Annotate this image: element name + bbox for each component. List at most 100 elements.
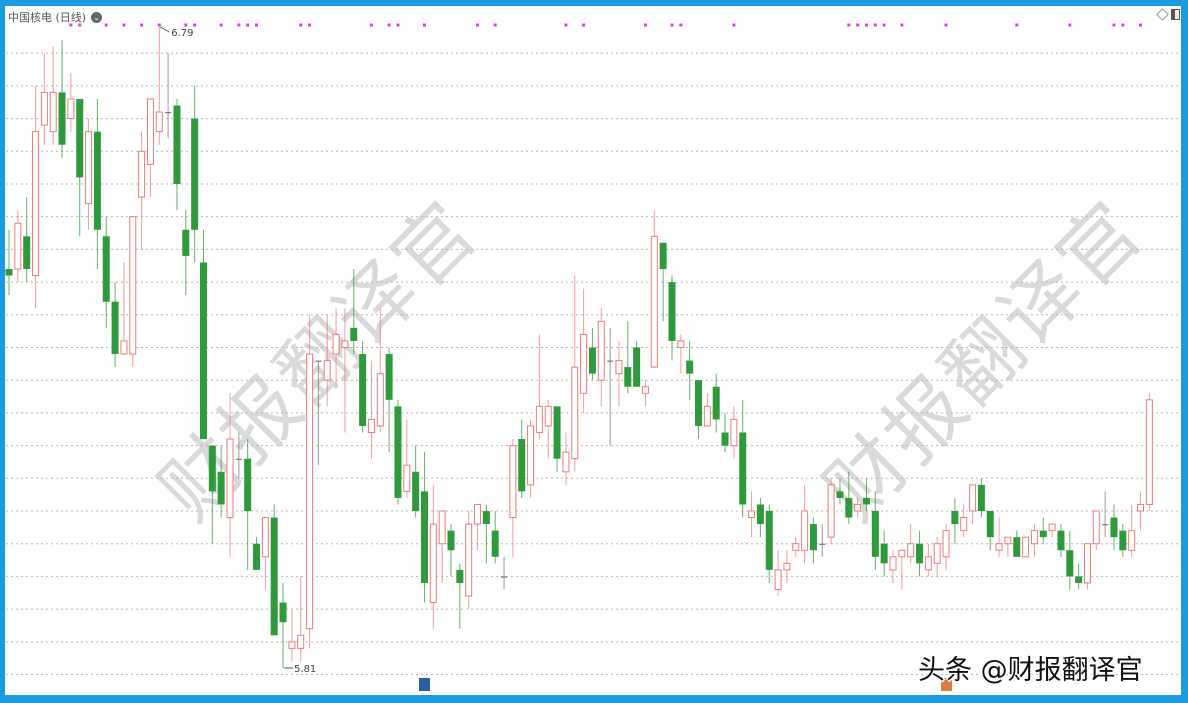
- candle[interactable]: [1013, 530, 1021, 557]
- candle[interactable]: [703, 393, 711, 427]
- candle[interactable]: [385, 347, 393, 453]
- candle[interactable]: [146, 98, 154, 198]
- candle[interactable]: [1057, 524, 1065, 557]
- candle[interactable]: [32, 85, 40, 309]
- candle[interactable]: [111, 282, 119, 368]
- candle[interactable]: [641, 380, 649, 407]
- candle[interactable]: [165, 53, 172, 139]
- candle[interactable]: [67, 72, 75, 132]
- candle[interactable]: [235, 432, 242, 479]
- candle[interactable]: [412, 445, 420, 518]
- event-badge-icon[interactable]: [419, 678, 431, 691]
- candle[interactable]: [1030, 524, 1038, 557]
- candle[interactable]: [809, 517, 817, 564]
- candle[interactable]: [1066, 530, 1074, 590]
- candle[interactable]: [1083, 543, 1091, 590]
- candle[interactable]: [14, 210, 22, 283]
- candle[interactable]: [774, 550, 782, 597]
- panel-toggle-icon[interactable]: [1171, 9, 1180, 20]
- candle[interactable]: [588, 327, 596, 381]
- candle[interactable]: [801, 484, 809, 564]
- candle[interactable]: [518, 419, 526, 498]
- candle[interactable]: [1048, 523, 1056, 538]
- candle[interactable]: [1119, 524, 1127, 557]
- candle[interactable]: [748, 491, 756, 538]
- chevron-down-icon[interactable]: ⌄: [91, 11, 103, 23]
- candle[interactable]: [288, 609, 296, 662]
- candle[interactable]: [1110, 504, 1118, 551]
- candle[interactable]: [350, 269, 358, 355]
- candle[interactable]: [597, 308, 605, 407]
- candle[interactable]: [615, 340, 623, 407]
- candle[interactable]: [845, 471, 853, 525]
- candle[interactable]: [93, 98, 101, 270]
- candle[interactable]: [650, 210, 658, 368]
- candle[interactable]: [226, 393, 234, 557]
- candle[interactable]: [253, 537, 261, 570]
- candle[interactable]: [889, 550, 897, 583]
- candle[interactable]: [986, 511, 994, 551]
- candle[interactable]: [695, 380, 703, 440]
- candle[interactable]: [429, 484, 437, 629]
- candle[interactable]: [58, 40, 66, 158]
- candle[interactable]: [403, 419, 411, 498]
- candle[interactable]: [898, 549, 906, 590]
- candle[interactable]: [819, 524, 826, 557]
- candle[interactable]: [712, 373, 720, 433]
- candle[interactable]: [756, 497, 764, 538]
- candle[interactable]: [1075, 563, 1083, 590]
- candle[interactable]: [792, 537, 800, 557]
- candle[interactable]: [261, 517, 269, 590]
- candle[interactable]: [279, 582, 287, 668]
- candle[interactable]: [501, 556, 508, 590]
- candle[interactable]: [447, 524, 455, 577]
- candle[interactable]: [85, 118, 93, 230]
- candle[interactable]: [783, 550, 791, 583]
- candle[interactable]: [1128, 504, 1136, 557]
- candle[interactable]: [120, 262, 128, 355]
- candle[interactable]: [306, 314, 314, 649]
- candle[interactable]: [474, 503, 482, 551]
- candle[interactable]: [995, 517, 1003, 557]
- candle[interactable]: [208, 445, 216, 544]
- candle[interactable]: [960, 504, 968, 538]
- candle[interactable]: [580, 288, 588, 413]
- candle[interactable]: [553, 406, 561, 472]
- diamond-icon[interactable]: [1156, 8, 1169, 21]
- candle[interactable]: [765, 504, 773, 583]
- candle[interactable]: [315, 360, 322, 466]
- candle[interactable]: [5, 229, 13, 296]
- candle[interactable]: [420, 452, 428, 603]
- candle[interactable]: [924, 543, 932, 577]
- candle[interactable]: [969, 484, 977, 525]
- candle[interactable]: [341, 308, 349, 433]
- candle[interactable]: [862, 478, 870, 512]
- candle[interactable]: [138, 131, 146, 250]
- candle[interactable]: [323, 314, 331, 407]
- candle[interactable]: [438, 510, 446, 583]
- candle[interactable]: [1022, 536, 1030, 558]
- candle[interactable]: [624, 321, 632, 394]
- candle[interactable]: [633, 340, 641, 387]
- candle[interactable]: [1102, 491, 1109, 538]
- candle[interactable]: [394, 399, 402, 505]
- candle[interactable]: [880, 530, 888, 577]
- candle[interactable]: [270, 504, 278, 636]
- candle[interactable]: [465, 511, 473, 610]
- candle[interactable]: [544, 399, 552, 459]
- candle[interactable]: [1039, 517, 1047, 544]
- candle[interactable]: [129, 216, 137, 368]
- candle[interactable]: [659, 242, 667, 322]
- candle[interactable]: [1092, 510, 1100, 551]
- candle[interactable]: [367, 360, 375, 459]
- candle[interactable]: [359, 340, 367, 433]
- candle[interactable]: [827, 478, 835, 544]
- candle[interactable]: [977, 478, 985, 518]
- candle[interactable]: [482, 504, 490, 564]
- candle[interactable]: [907, 524, 915, 564]
- candle[interactable]: [916, 530, 924, 577]
- candle[interactable]: [607, 327, 614, 446]
- candle[interactable]: [933, 537, 941, 577]
- candle[interactable]: [535, 334, 543, 440]
- candle[interactable]: [677, 334, 685, 374]
